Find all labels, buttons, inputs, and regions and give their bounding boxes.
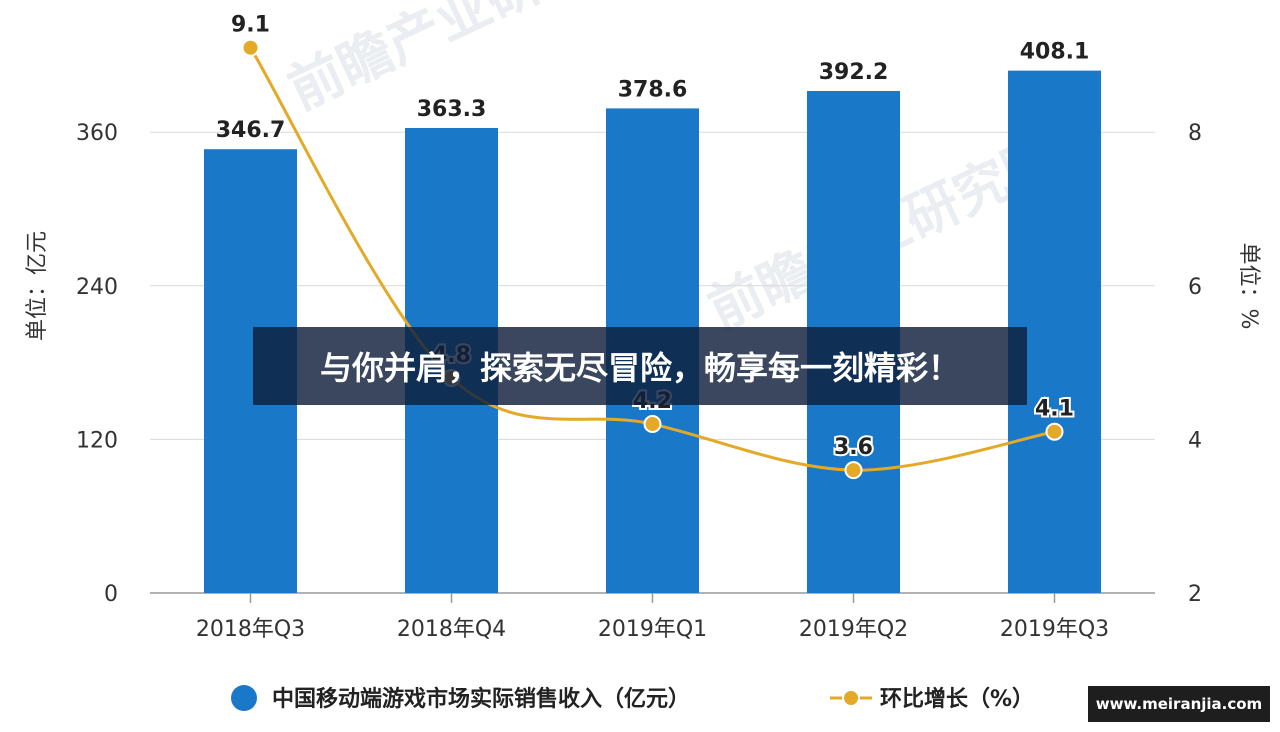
legend-line-marker-dot: [842, 689, 860, 707]
right-tick-label: 6: [1188, 275, 1202, 300]
site-badge: www.meiranjia.com: [1088, 686, 1270, 722]
growth-point: [643, 415, 662, 434]
bar-data-label: 346.7: [216, 118, 286, 143]
left-axis-title: 单位：亿元: [25, 231, 50, 341]
category-label: 2019年Q3: [1000, 617, 1109, 642]
bar-data-label: 392.2: [819, 60, 889, 85]
promo-banner: 与你并肩，探索无尽冒险，畅享每一刻精彩！: [253, 327, 1027, 405]
legend-bar-label: 中国移动端游戏市场实际销售收入（亿元）: [272, 686, 690, 712]
category-label: 2019年Q1: [598, 617, 707, 642]
growth-data-label: 4.1: [1035, 397, 1074, 422]
right-tick-label: 8: [1188, 121, 1202, 146]
bar-data-label: 378.6: [618, 77, 688, 102]
growth-point: [1045, 422, 1064, 441]
growth-data-label: 3.6: [834, 435, 873, 460]
legend-line-label: 环比增长（%）: [880, 686, 1034, 712]
bar-series: 346.7 363.3 378.6 392.2 408.1: [204, 40, 1101, 593]
right-axis-title: 单位：%: [1236, 243, 1261, 330]
bar-data-label: 363.3: [417, 97, 487, 122]
legend-bar-marker: [231, 685, 257, 711]
bar-data-label: 408.1: [1020, 40, 1090, 65]
left-tick-label: 0: [104, 582, 118, 607]
category-label: 2019年Q2: [799, 617, 908, 642]
growth-point: [241, 38, 260, 57]
right-tick-label: 2: [1188, 582, 1202, 607]
left-tick-label: 120: [76, 428, 118, 453]
growth-line: [249, 46, 1055, 472]
category-label: 2018年Q3: [196, 617, 305, 642]
growth-data-label: 9.1: [231, 13, 270, 38]
left-tick-label: 360: [76, 121, 118, 146]
category-label: 2018年Q4: [397, 617, 506, 642]
left-axis-ticks: 0 120 240 360: [76, 121, 118, 607]
category-axis: 2018年Q3 2018年Q4 2019年Q1 2019年Q2 2019年Q3: [196, 593, 1109, 642]
left-tick-label: 240: [76, 275, 118, 300]
growth-point: [844, 461, 863, 480]
right-axis-ticks: 2 4 6 8: [1188, 121, 1202, 607]
legend: 中国移动端游戏市场实际销售收入（亿元） 环比增长（%）: [231, 685, 1034, 712]
right-tick-label: 4: [1188, 428, 1202, 453]
